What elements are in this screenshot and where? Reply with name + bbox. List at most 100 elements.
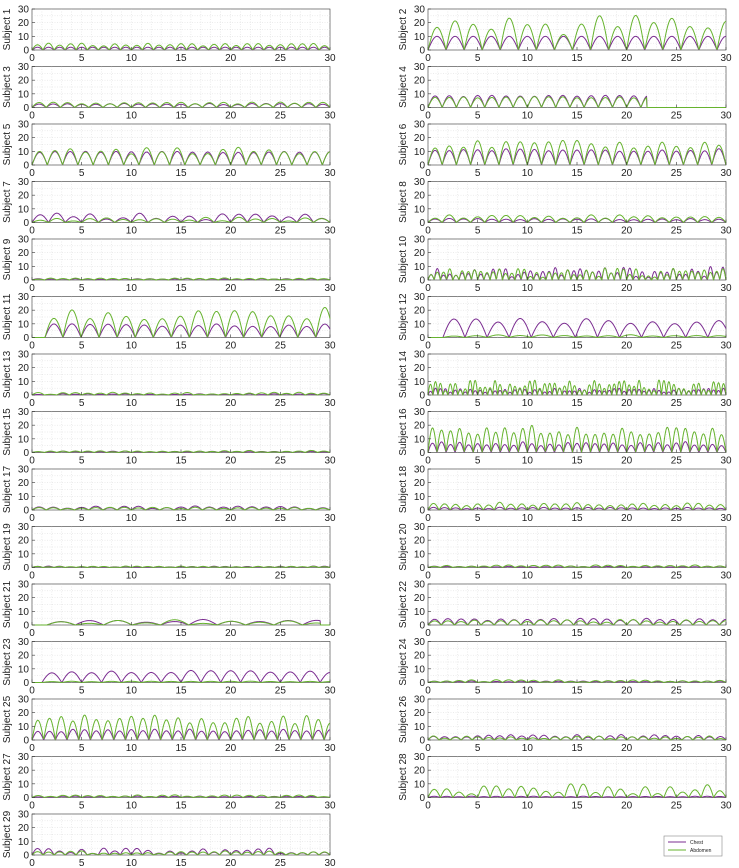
y-tick-label: 10 <box>18 434 30 445</box>
x-tick-label: 30 <box>324 283 336 294</box>
x-tick-label: 20 <box>621 513 633 524</box>
y-tick-label: 10 <box>414 89 426 100</box>
y-tick-label: 0 <box>23 46 29 57</box>
x-tick-label: 5 <box>475 283 481 294</box>
y-tick-label: 20 <box>414 536 426 547</box>
x-tick-label: 0 <box>425 53 431 64</box>
x-tick-label: 15 <box>571 743 583 754</box>
x-tick-label: 10 <box>126 53 138 64</box>
y-tick-label: 30 <box>18 292 30 303</box>
y-tick-label: 20 <box>18 536 30 547</box>
y-tick-label: 30 <box>18 580 30 591</box>
y-tick-label: 0 <box>23 678 29 689</box>
y-axis-label: Subject 18 <box>398 465 409 513</box>
y-tick-label: 30 <box>18 522 30 533</box>
y-axis-label: Subject 20 <box>398 523 409 571</box>
x-tick-label: 10 <box>522 686 534 697</box>
x-tick-label: 10 <box>522 628 534 639</box>
x-tick-label: 20 <box>225 283 237 294</box>
x-tick-label: 30 <box>720 398 732 409</box>
x-tick-label: 15 <box>175 168 187 179</box>
y-tick-label: 30 <box>18 120 30 131</box>
y-tick-label: 30 <box>414 177 426 188</box>
x-tick-label: 20 <box>225 341 237 352</box>
x-tick-label: 5 <box>475 398 481 409</box>
y-tick-label: 30 <box>414 695 426 706</box>
x-tick-label: 20 <box>225 168 237 179</box>
legend-abdomen-label: Abdomen <box>690 848 712 854</box>
series-line-chest <box>427 35 727 51</box>
x-tick-label: 15 <box>571 111 583 122</box>
subplot: 0 10 20 30 0 5 10 15 20 25 30 Subject 3 <box>2 62 336 122</box>
y-axis-label: Subject 14 <box>398 350 409 398</box>
legend: Chest Abdomen <box>663 835 723 857</box>
x-tick-label: 30 <box>324 398 336 409</box>
y-tick-label: 0 <box>23 218 29 229</box>
subplot: 0 10 20 30 0 5 10 15 20 25 30 Subject 11 <box>2 292 336 352</box>
subplot: 0 10 20 30 0 5 10 15 20 25 30 Subject 19 <box>2 522 336 582</box>
x-tick-label: 25 <box>275 53 287 64</box>
series-line-chest <box>427 441 727 453</box>
series-line-abdomen <box>427 14 727 51</box>
x-tick-label: 30 <box>720 801 732 812</box>
x-tick-label: 20 <box>621 341 633 352</box>
x-tick-label: 0 <box>29 858 35 868</box>
x-tick-label: 5 <box>475 571 481 582</box>
x-tick-label: 0 <box>29 168 35 179</box>
y-tick-label: 30 <box>18 350 30 361</box>
x-tick-label: 30 <box>720 168 732 179</box>
y-tick-label: 20 <box>414 708 426 719</box>
y-tick-label: 0 <box>23 563 29 574</box>
y-axis-label: Subject 10 <box>398 235 409 283</box>
y-tick-label: 0 <box>419 736 425 747</box>
y-tick-label: 30 <box>414 752 426 763</box>
y-tick-label: 10 <box>18 722 30 733</box>
x-tick-label: 0 <box>29 456 35 467</box>
x-tick-label: 15 <box>175 456 187 467</box>
subplot: 0 10 20 30 0 5 10 15 20 25 30 Subject 17 <box>2 465 336 525</box>
x-tick-label: 10 <box>126 743 138 754</box>
y-axis-label: Subject 28 <box>398 753 409 801</box>
x-tick-label: 25 <box>671 571 683 582</box>
x-tick-label: 0 <box>425 456 431 467</box>
subplot: 0 10 20 30 0 5 10 15 20 25 30 Subject 12 <box>398 292 732 352</box>
y-tick-label: 0 <box>23 793 29 804</box>
x-tick-label: 20 <box>225 858 237 868</box>
subplot: 0 10 20 30 0 5 10 15 20 25 30 Subject 2 <box>398 5 732 65</box>
y-tick-label: 0 <box>419 46 425 57</box>
y-tick-label: 0 <box>23 851 29 862</box>
y-tick-label: 20 <box>18 191 30 202</box>
x-tick-label: 15 <box>175 283 187 294</box>
y-tick-label: 30 <box>414 235 426 246</box>
subplot: 0 10 20 30 0 5 10 15 20 25 30 Subject 21 <box>2 580 336 640</box>
x-tick-label: 20 <box>225 226 237 237</box>
x-tick-label: 30 <box>720 226 732 237</box>
y-tick-label: 30 <box>18 5 30 16</box>
x-tick-label: 15 <box>571 168 583 179</box>
x-tick-label: 30 <box>324 858 336 868</box>
x-tick-label: 5 <box>79 398 85 409</box>
series-line-chest <box>427 617 727 626</box>
y-axis-label: Subject 11 <box>2 293 13 340</box>
y-axis-label: Subject 27 <box>2 753 13 801</box>
x-tick-label: 20 <box>225 398 237 409</box>
y-axis-label: Subject 13 <box>2 350 13 398</box>
y-tick-label: 30 <box>414 62 426 73</box>
y-axis-label: Subject 26 <box>398 695 409 743</box>
x-tick-label: 20 <box>225 456 237 467</box>
x-tick-label: 5 <box>79 341 85 352</box>
y-tick-label: 0 <box>419 563 425 574</box>
x-tick-label: 30 <box>720 628 732 639</box>
y-tick-label: 0 <box>419 448 425 459</box>
x-tick-label: 10 <box>126 571 138 582</box>
x-tick-label: 10 <box>126 456 138 467</box>
y-tick-label: 20 <box>18 133 30 144</box>
y-tick-label: 10 <box>18 319 30 330</box>
x-tick-label: 20 <box>621 686 633 697</box>
y-tick-label: 20 <box>18 421 30 432</box>
x-tick-label: 5 <box>79 111 85 122</box>
y-axis-label: Subject 15 <box>2 408 13 456</box>
subplot: 0 10 20 30 0 5 10 15 20 25 30 Subject 16 <box>398 407 732 467</box>
x-tick-label: 10 <box>126 858 138 868</box>
